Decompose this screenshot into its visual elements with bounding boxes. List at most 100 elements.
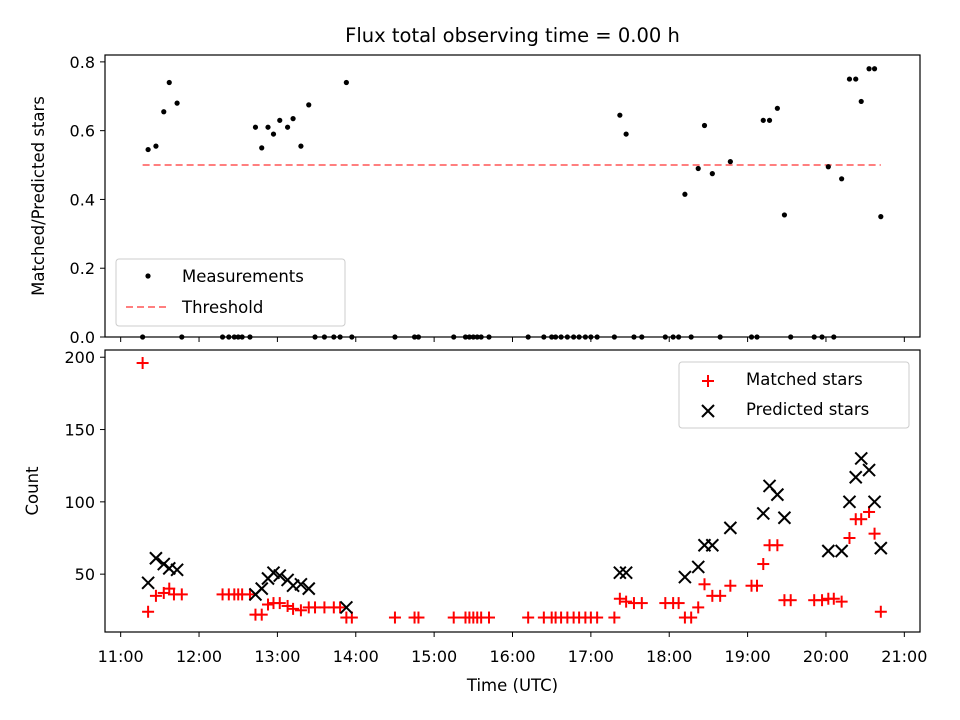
measurement-point bbox=[259, 145, 265, 151]
ratio-y-axis: 0.0 0.2 0.4 0.6 0.8 bbox=[70, 53, 105, 347]
measurement-point bbox=[760, 117, 766, 123]
matched-star-point bbox=[262, 598, 274, 611]
predicted-star-point bbox=[874, 541, 888, 555]
measurement-point bbox=[174, 100, 180, 106]
matched-star-point bbox=[287, 602, 300, 615]
matched-star-point bbox=[692, 601, 705, 614]
ratio-y-tick-label: 0.8 bbox=[70, 53, 95, 72]
predicted-star-point bbox=[862, 463, 876, 477]
ratio-y-tick-label: 0.4 bbox=[70, 190, 95, 209]
measurement-point bbox=[145, 146, 151, 153]
ratio-y-tick-label: 0.0 bbox=[70, 328, 95, 347]
matched-star-point bbox=[827, 592, 840, 605]
matched-star-point bbox=[447, 611, 460, 624]
measurement-point bbox=[153, 143, 159, 149]
predicted-star-point bbox=[770, 487, 785, 502]
matched-star-point bbox=[874, 605, 887, 618]
matched-star-point bbox=[608, 611, 621, 624]
measurement-point bbox=[617, 112, 623, 118]
predicted-star-point bbox=[294, 577, 308, 591]
count-x-tick-label: 21:00 bbox=[881, 647, 927, 666]
ratio-x-axis bbox=[120, 337, 905, 342]
measurement-point bbox=[277, 117, 283, 123]
legend-measurements-label: Measurements bbox=[182, 267, 304, 286]
ratio-legend: Measurements Threshold bbox=[115, 258, 346, 327]
measurement-point bbox=[774, 105, 780, 111]
measurement-point bbox=[839, 176, 845, 182]
matched-star-point bbox=[835, 595, 848, 608]
measurement-point bbox=[709, 171, 715, 177]
matched-star-point bbox=[714, 589, 727, 602]
matched-star-point bbox=[855, 513, 868, 526]
matched-star-point bbox=[149, 589, 162, 602]
count-x-tick-label: 12:00 bbox=[176, 647, 222, 666]
ratio-y-axis-label: Matched/Predicted stars bbox=[29, 96, 48, 296]
count-x-tick-label: 15:00 bbox=[411, 647, 457, 666]
legend-matched-label: Matched stars bbox=[746, 370, 863, 389]
count-marks bbox=[136, 357, 888, 624]
count-x-tick-label: 13:00 bbox=[254, 647, 300, 666]
chart-title: Flux total observing time = 0.00 h bbox=[345, 24, 680, 47]
legend-matched-marker bbox=[702, 375, 714, 387]
measurement-point bbox=[701, 122, 708, 129]
count-y-axis-label: Count bbox=[23, 466, 42, 516]
legend-measurements-marker bbox=[145, 273, 151, 279]
predicted-star-point bbox=[723, 521, 738, 535]
matched-star-point bbox=[771, 539, 784, 552]
matched-star-point bbox=[784, 594, 797, 607]
matched-star-point bbox=[273, 597, 286, 610]
matched-star-point bbox=[613, 592, 626, 605]
matched-star-point bbox=[868, 527, 881, 540]
count-x-tick-label: 20:00 bbox=[803, 647, 849, 666]
count-x-axis-label: Time (UTC) bbox=[466, 676, 558, 695]
measurement-point bbox=[871, 66, 878, 72]
count-legend: Matched stars Predicted stars bbox=[678, 361, 910, 429]
matched-star-point bbox=[522, 611, 535, 624]
measurement-point bbox=[682, 191, 688, 197]
count-x-tick-label: 17:00 bbox=[568, 647, 614, 666]
predicted-star-point bbox=[821, 544, 836, 558]
predicted-star-point bbox=[613, 566, 627, 580]
count-x-tick-label: 18:00 bbox=[646, 647, 692, 666]
measurement-point bbox=[858, 98, 864, 105]
predicted-star-point bbox=[678, 570, 692, 584]
matched-star-point bbox=[843, 532, 856, 544]
predicted-star-point bbox=[849, 470, 863, 484]
predicted-star-point bbox=[705, 538, 720, 552]
measurement-point bbox=[727, 159, 733, 165]
measurement-point bbox=[766, 117, 773, 123]
matched-star-point bbox=[751, 579, 763, 592]
matched-star-point bbox=[255, 608, 268, 621]
matched-star-point bbox=[281, 599, 294, 612]
matched-star-point bbox=[591, 611, 604, 624]
measurement-point bbox=[781, 212, 788, 218]
predicted-star-point bbox=[619, 566, 633, 580]
count-x-tick-label: 19:00 bbox=[725, 647, 771, 666]
measurement-point bbox=[343, 79, 349, 86]
measurement-point bbox=[825, 164, 831, 170]
matched-star-point bbox=[698, 578, 711, 591]
predicted-star-point bbox=[854, 451, 868, 466]
predicted-star-point bbox=[756, 506, 770, 521]
measurement-point bbox=[284, 124, 291, 130]
measurement-point bbox=[265, 124, 271, 130]
measurement-point bbox=[306, 102, 312, 108]
count-x-tick-label: 11:00 bbox=[98, 647, 144, 666]
matched-star-point bbox=[243, 588, 256, 601]
predicted-star-point bbox=[141, 576, 155, 590]
count-x-axis: 11:00 12:00 13:00 14:00 15:00 16:00 17:00 18:00… bbox=[98, 632, 927, 666]
ratio-y-tick-label: 0.2 bbox=[70, 259, 95, 278]
matched-star-point bbox=[482, 611, 495, 624]
predicted-star-point bbox=[255, 581, 269, 596]
matched-star-point bbox=[724, 579, 737, 592]
matched-star-point bbox=[334, 601, 347, 614]
matched-star-point bbox=[620, 595, 633, 608]
matched-star-point bbox=[672, 597, 685, 610]
count-y-tick-label: 50 bbox=[75, 565, 95, 584]
measurement-point bbox=[161, 109, 167, 115]
matched-star-point bbox=[136, 357, 149, 370]
matched-star-point bbox=[412, 611, 425, 624]
measurement-point bbox=[846, 76, 853, 82]
count-y-axis: 50 100 150 200 bbox=[64, 348, 105, 584]
ratio-panel: Flux total observing time = 0.00 h 0.0 0.… bbox=[29, 24, 921, 347]
